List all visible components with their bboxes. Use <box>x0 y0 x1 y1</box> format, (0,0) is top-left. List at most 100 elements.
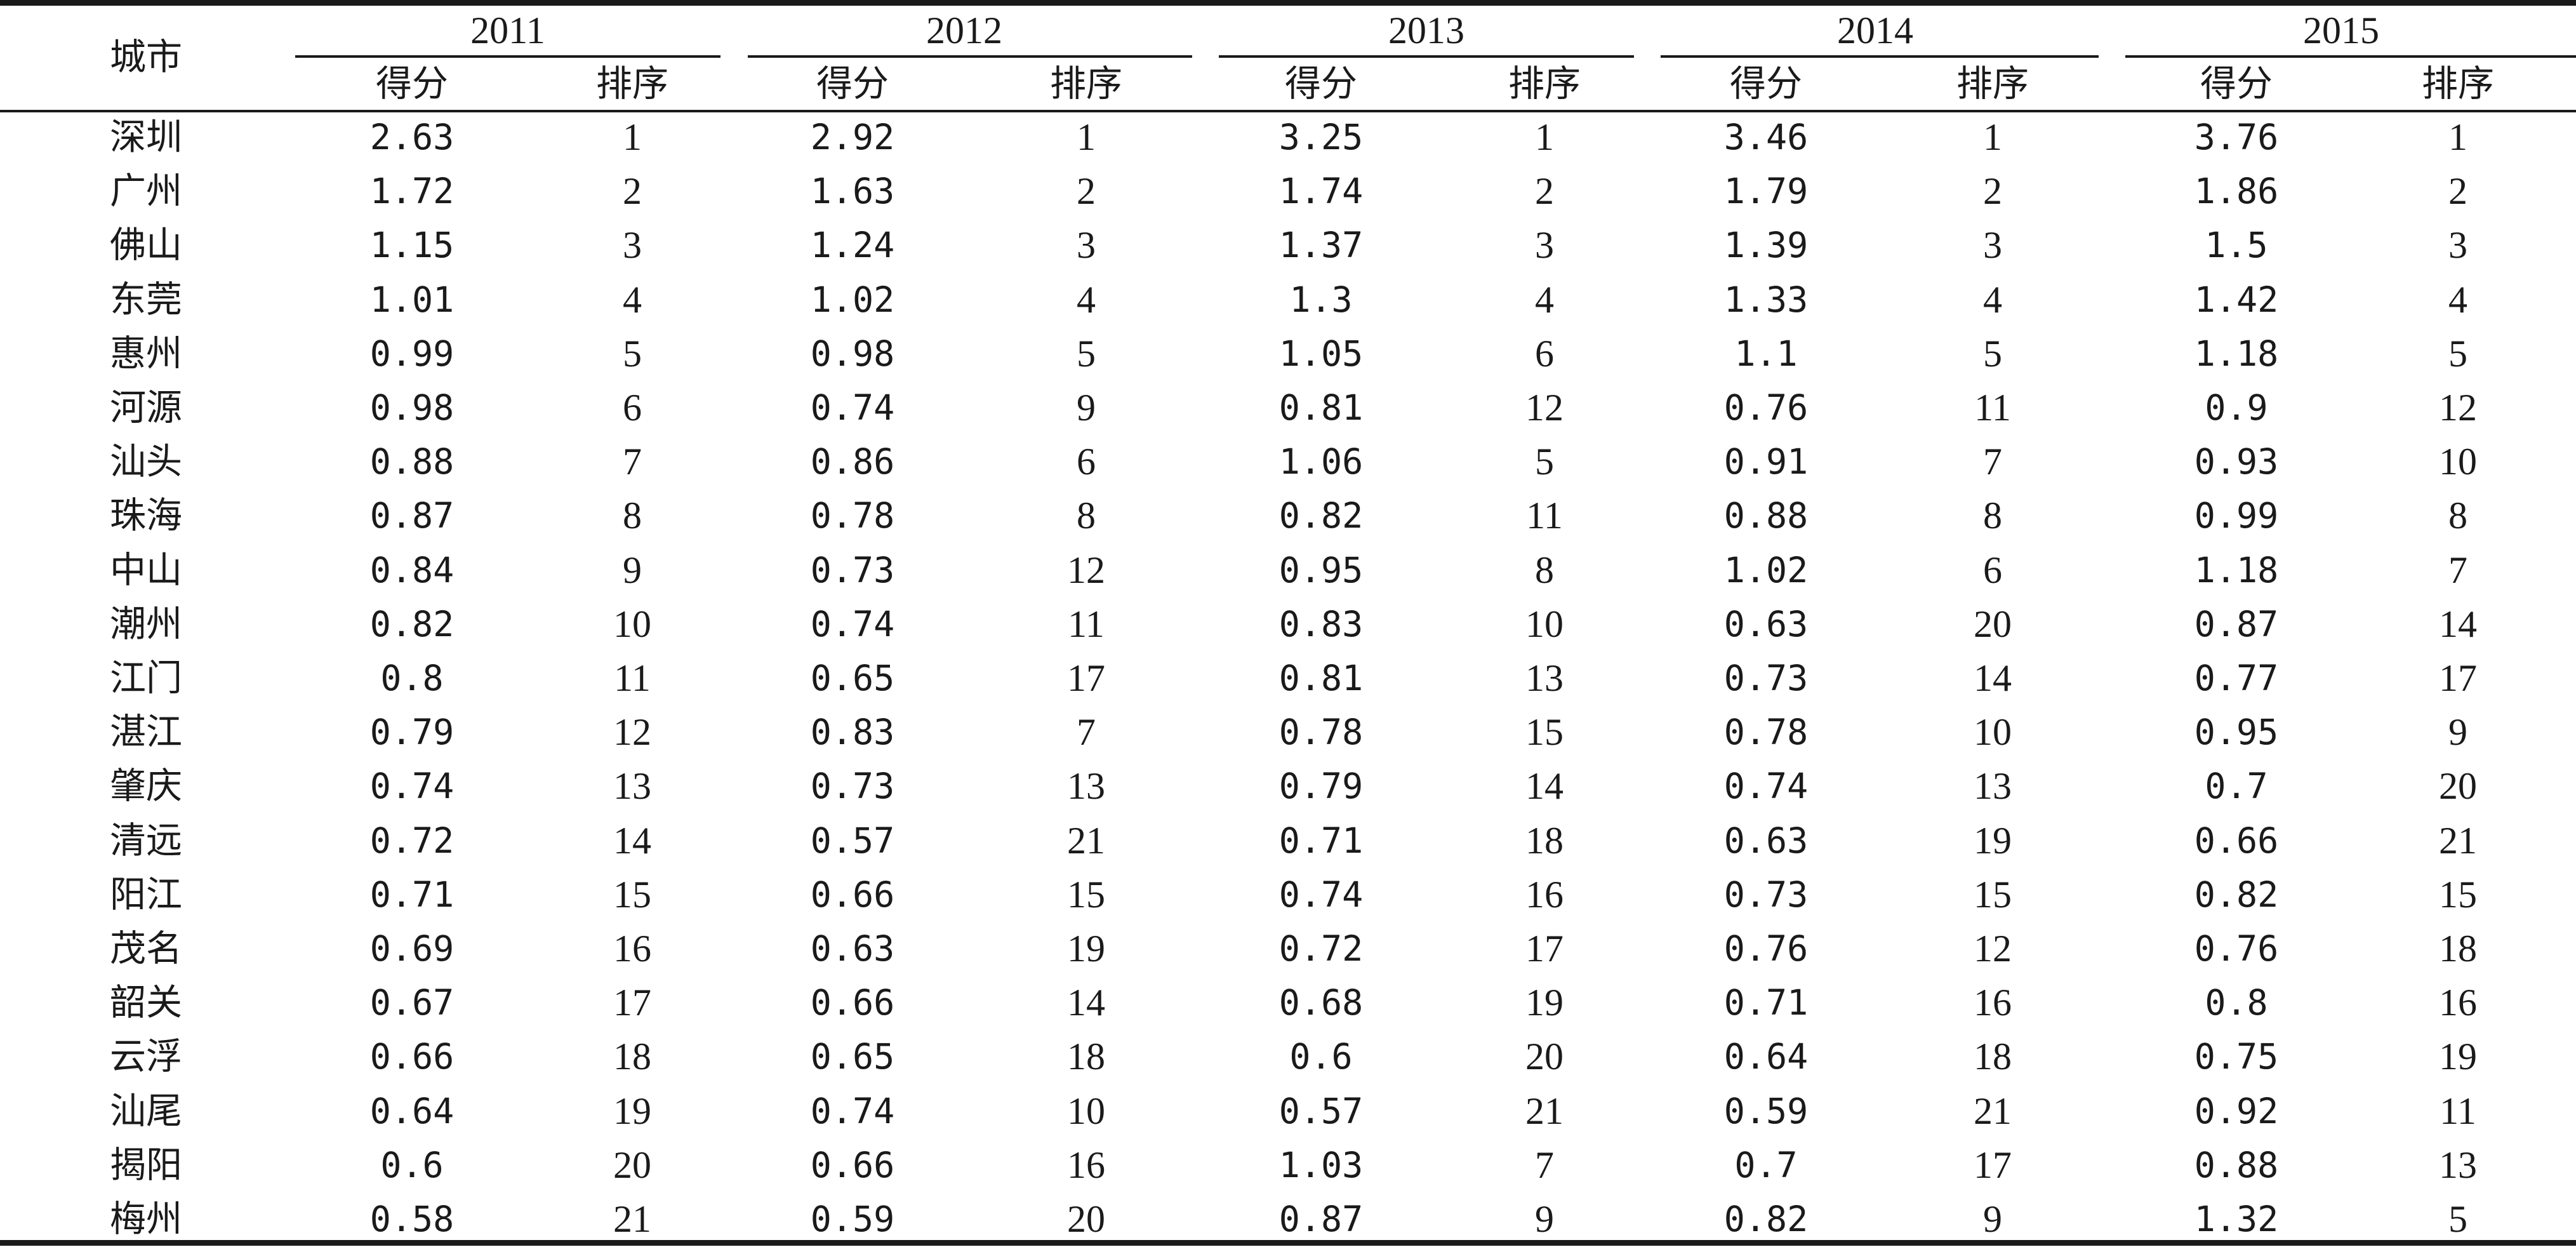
rank-cell: 7 <box>623 441 642 483</box>
score-cell: 0.88 <box>2194 1144 2279 1185</box>
score-cell: 1.39 <box>1723 225 1809 266</box>
rank-cell: 12 <box>613 711 651 754</box>
score-cell: 0.71 <box>1723 982 1809 1024</box>
rank-cell: 3 <box>2448 224 2467 267</box>
rank-cell: 9 <box>2448 711 2467 754</box>
rank-cell: 19 <box>1067 928 1105 970</box>
rank-cell: 6 <box>623 387 642 429</box>
city-name-cell: 阳江 <box>110 873 182 916</box>
score-subheader: 得分 <box>1730 63 1802 105</box>
score-cell: 0.7 <box>1734 1144 1798 1185</box>
city-name-cell: 潮州 <box>110 603 182 645</box>
score-cell: 1.02 <box>810 279 895 320</box>
city-name-cell: 江门 <box>110 657 182 699</box>
score-cell: 0.67 <box>369 982 455 1024</box>
score-cell: 0.77 <box>2194 658 2279 698</box>
score-cell: 0.74 <box>810 603 895 644</box>
score-cell: 1.1 <box>1734 333 1798 374</box>
rank-cell: 4 <box>623 278 642 321</box>
score-cell: 0.73 <box>1723 658 1809 698</box>
score-cell: 1.18 <box>2194 549 2279 590</box>
rank-cell: 14 <box>1067 982 1105 1024</box>
score-cell: 0.84 <box>369 549 455 590</box>
rank-cell: 20 <box>1525 1036 1564 1078</box>
score-cell: 0.64 <box>1723 1036 1809 1077</box>
score-cell: 0.87 <box>2194 603 2279 644</box>
city-name-cell: 珠海 <box>110 495 182 537</box>
score-cell: 0.87 <box>1278 1199 1364 1239</box>
year-header-2012: 2012 <box>926 10 1002 51</box>
year-header-2011: 2011 <box>470 10 545 51</box>
score-cell: 0.66 <box>810 874 895 915</box>
rank-cell: 18 <box>1974 1036 2012 1078</box>
rank-cell: 5 <box>1535 441 1554 483</box>
rank-subheader: 排序 <box>1956 63 2029 105</box>
rank-cell: 7 <box>2448 549 2467 591</box>
rank-cell: 2 <box>2448 170 2467 213</box>
rank-cell: 18 <box>613 1036 651 1078</box>
score-cell: 0.76 <box>2194 928 2279 969</box>
rank-cell: 13 <box>613 765 651 808</box>
rank-cell: 5 <box>2448 332 2467 375</box>
rank-cell: 19 <box>1525 982 1564 1024</box>
score-cell: 0.79 <box>1278 766 1364 807</box>
score-cell: 0.76 <box>1723 387 1809 428</box>
score-cell: 0.78 <box>1723 712 1809 753</box>
score-cell: 0.75 <box>2194 1036 2279 1077</box>
score-subheader: 得分 <box>376 63 448 105</box>
rank-cell: 2 <box>1983 170 2002 213</box>
score-cell: 0.95 <box>2194 712 2279 753</box>
score-cell: 3.25 <box>1278 117 1364 157</box>
score-cell: 1.03 <box>1278 1144 1364 1185</box>
rank-cell: 8 <box>2448 495 2467 537</box>
score-cell: 0.65 <box>810 658 895 698</box>
city-name-cell: 惠州 <box>110 332 182 375</box>
score-cell: 0.72 <box>1278 928 1364 969</box>
city-name-cell: 中山 <box>110 549 182 591</box>
rank-cell: 5 <box>1077 332 1096 375</box>
rank-cell: 21 <box>2439 819 2477 862</box>
score-cell: 1.37 <box>1278 225 1364 266</box>
score-cell: 0.66 <box>2194 820 2279 861</box>
rank-cell: 19 <box>613 1090 651 1132</box>
score-cell: 0.71 <box>369 874 455 915</box>
rank-cell: 4 <box>2448 278 2467 321</box>
score-cell: 0.74 <box>369 766 455 807</box>
rank-cell: 18 <box>1067 1036 1105 1078</box>
rank-cell: 4 <box>1535 278 1554 321</box>
score-cell: 0.66 <box>810 1144 895 1185</box>
rank-cell: 6 <box>1983 549 2002 591</box>
rank-subheader: 排序 <box>596 63 668 105</box>
score-cell: 0.99 <box>369 333 455 374</box>
rank-cell: 6 <box>1077 441 1096 483</box>
rank-cell: 13 <box>2439 1144 2477 1186</box>
score-cell: 0.73 <box>1723 874 1809 915</box>
score-cell: 0.66 <box>810 982 895 1024</box>
score-cell: 0.7 <box>2205 766 2268 807</box>
score-cell: 0.88 <box>369 441 455 483</box>
score-cell: 0.74 <box>810 387 895 428</box>
score-cell: 0.79 <box>369 712 455 753</box>
rank-cell: 11 <box>1068 603 1105 645</box>
score-cell: 0.98 <box>369 387 455 428</box>
rank-cell: 1 <box>1077 116 1096 158</box>
score-cell: 1.05 <box>1278 333 1364 374</box>
rank-cell: 16 <box>1974 982 2012 1024</box>
score-cell: 0.8 <box>2205 982 2268 1024</box>
score-cell: 0.87 <box>369 495 455 537</box>
score-cell: 0.9 <box>2205 387 2268 428</box>
score-cell: 0.92 <box>2194 1090 2279 1131</box>
rank-subheader: 排序 <box>2422 63 2494 105</box>
rank-cell: 17 <box>613 982 651 1024</box>
rank-cell: 18 <box>1525 819 1564 862</box>
rank-cell: 1 <box>1535 116 1554 158</box>
rank-cell: 10 <box>1525 603 1564 645</box>
rank-cell: 2 <box>1077 170 1096 213</box>
rank-cell: 16 <box>2439 982 2477 1024</box>
rank-cell: 15 <box>1974 873 2012 916</box>
rank-cell: 21 <box>1067 819 1105 862</box>
score-cell: 0.63 <box>1723 820 1809 861</box>
city-name-cell: 茂名 <box>110 928 182 970</box>
rank-cell: 3 <box>1077 224 1096 267</box>
rank-cell: 18 <box>2439 928 2477 970</box>
